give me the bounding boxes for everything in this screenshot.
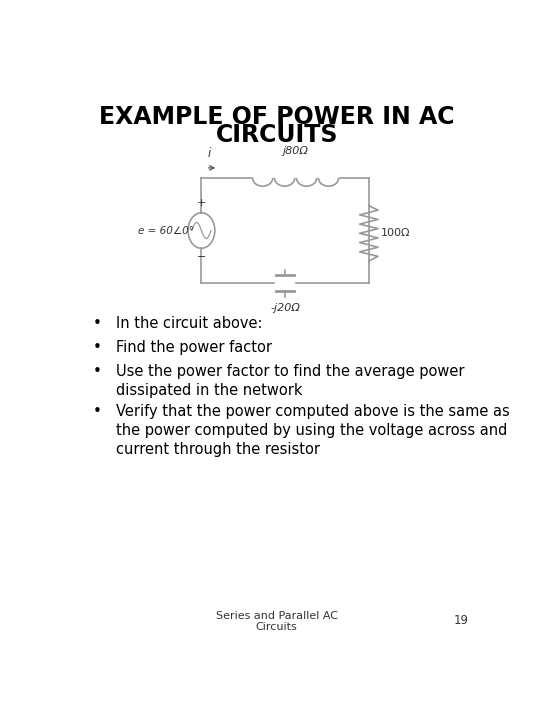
Text: j80Ω: j80Ω — [282, 145, 308, 156]
Text: In the circuit above:: In the circuit above: — [116, 317, 262, 331]
Text: i: i — [208, 147, 211, 160]
Text: −: − — [197, 251, 206, 261]
Text: •: • — [92, 403, 101, 418]
Text: Find the power factor: Find the power factor — [116, 341, 272, 355]
Text: EXAMPLE OF POWER IN AC: EXAMPLE OF POWER IN AC — [99, 105, 455, 129]
Text: Use the power factor to find the average power
dissipated in the network: Use the power factor to find the average… — [116, 364, 464, 397]
Text: 19: 19 — [454, 613, 468, 627]
Text: Series and Parallel AC
Circuits: Series and Parallel AC Circuits — [216, 611, 338, 632]
Text: •: • — [92, 317, 101, 331]
Text: 100Ω: 100Ω — [381, 228, 410, 238]
Text: •: • — [92, 364, 101, 379]
Text: CIRCUITS: CIRCUITS — [215, 122, 338, 147]
Text: e = 60∠0°: e = 60∠0° — [138, 225, 194, 235]
Text: •: • — [92, 341, 101, 355]
Text: +: + — [197, 199, 206, 208]
Text: -j20Ω: -j20Ω — [270, 303, 300, 313]
Text: Verify that the power computed above is the same as
the power computed by using : Verify that the power computed above is … — [116, 403, 509, 457]
